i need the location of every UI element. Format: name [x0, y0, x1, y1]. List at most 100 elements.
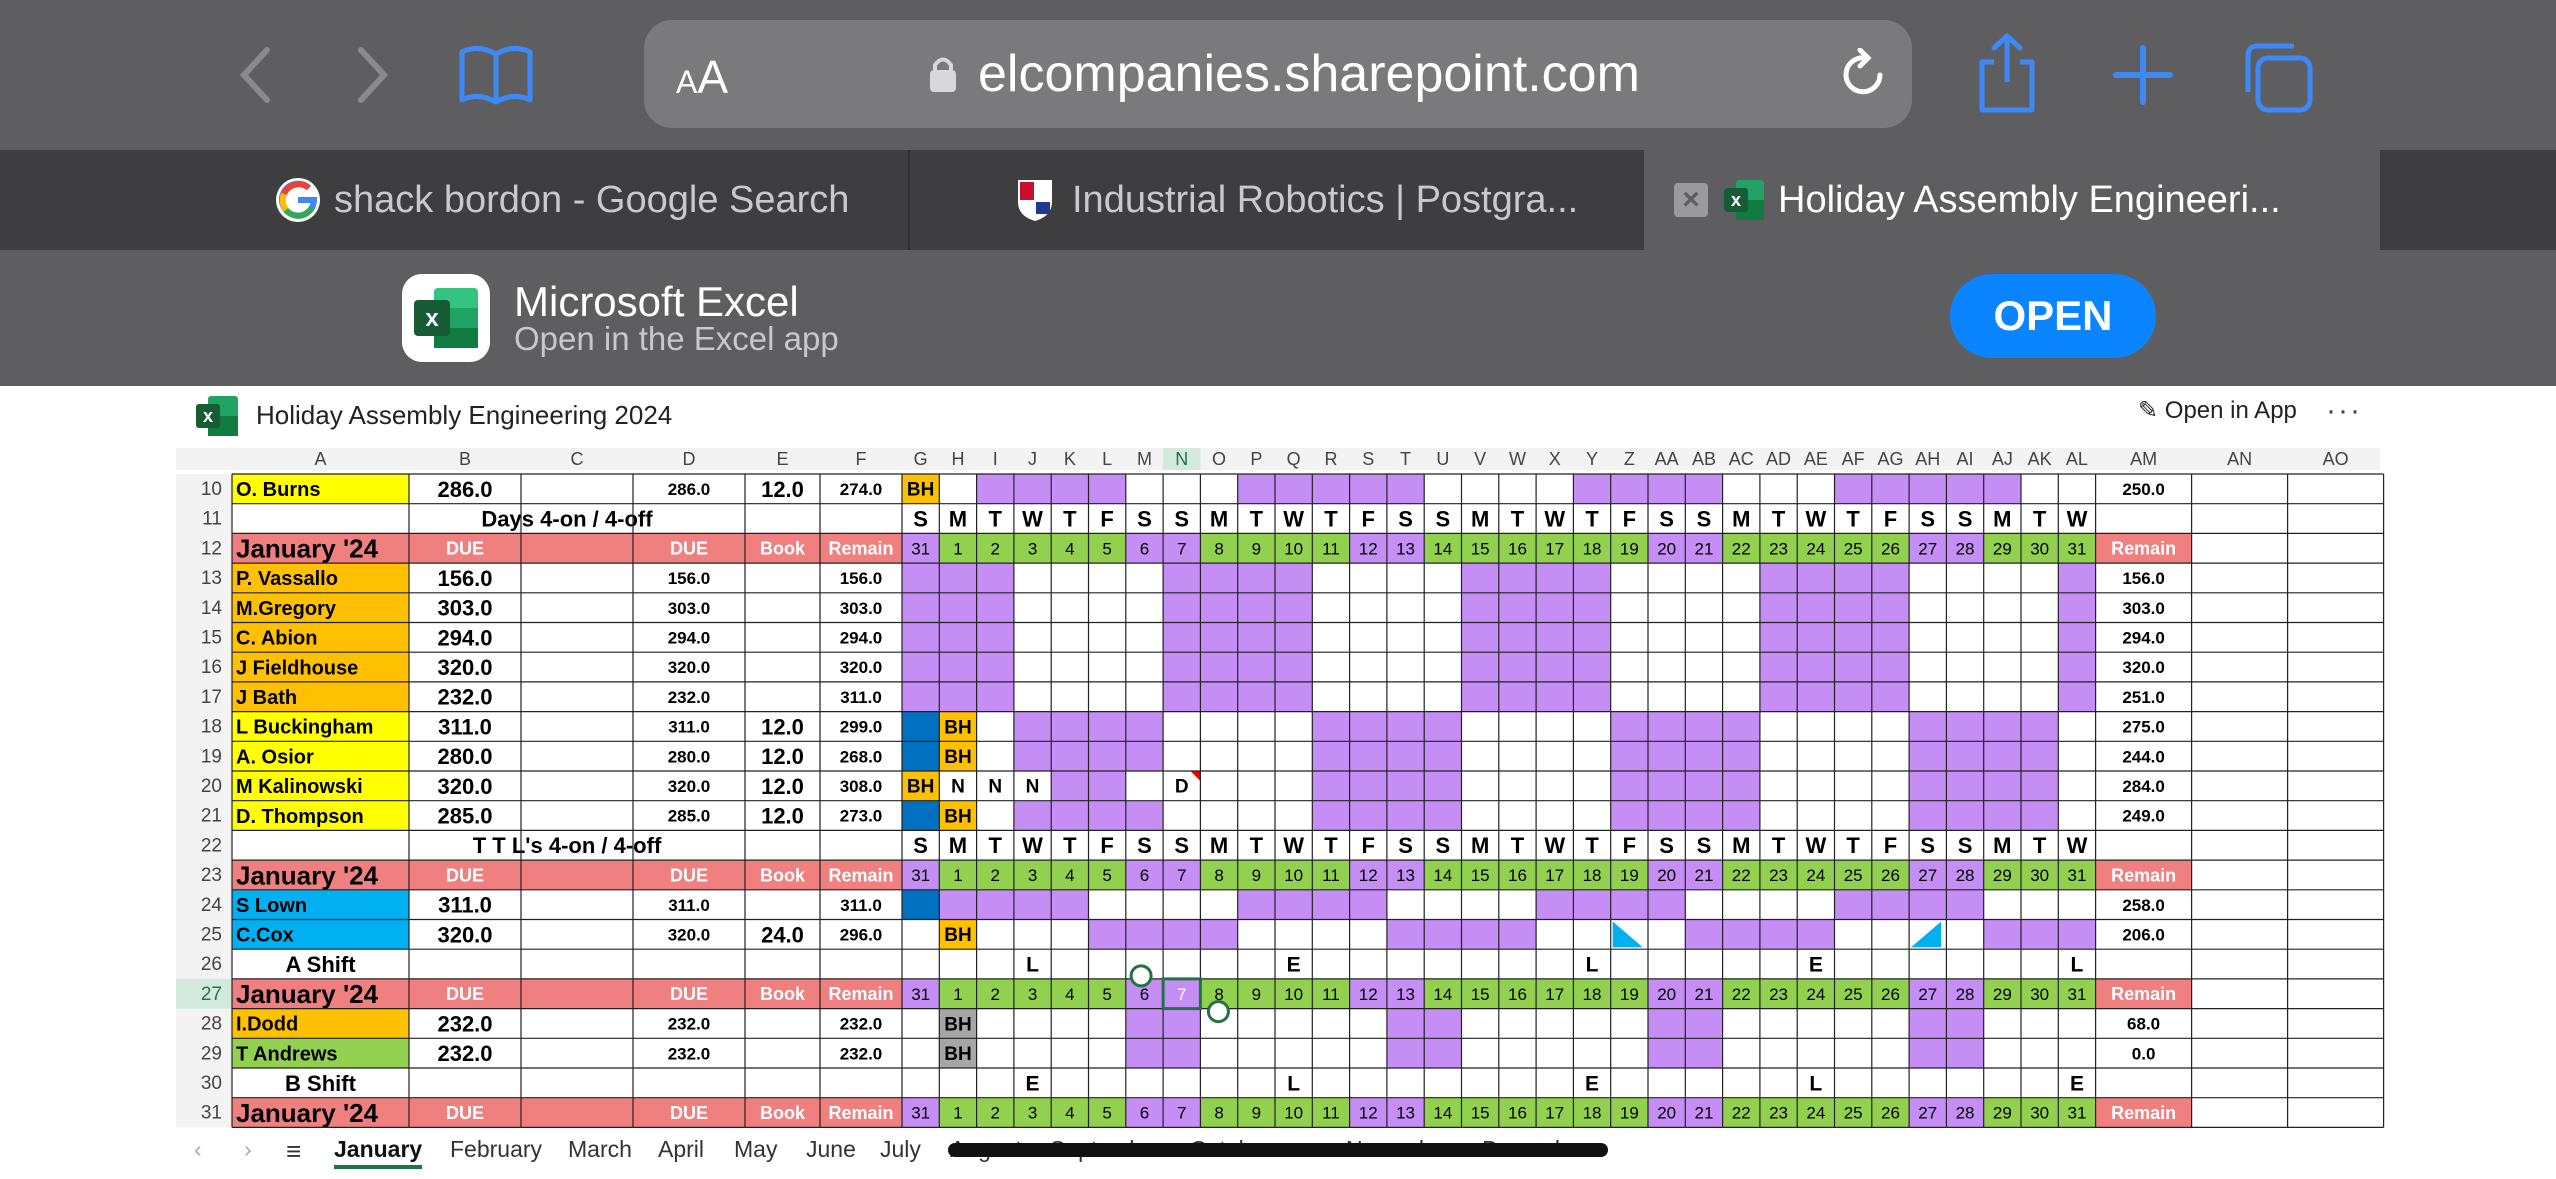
row-header-16[interactable]: 16 — [201, 657, 222, 678]
column-header-u[interactable]: U — [1436, 449, 1449, 469]
tab-google-search[interactable]: shack bordon - Google Search — [0, 150, 910, 250]
column-header-s[interactable]: S — [1362, 449, 1374, 469]
row-header-29[interactable]: 29 — [201, 1043, 222, 1064]
selected-cell[interactable] — [1161, 977, 1202, 1011]
column-header-t[interactable]: T — [1400, 449, 1411, 469]
sheet-tab-february[interactable]: February — [450, 1136, 543, 1162]
row-header-21[interactable]: 21 — [201, 806, 222, 827]
open-in-app-button[interactable]: ✎ Open in App — [2138, 397, 2297, 424]
column-header-ad[interactable]: AD — [1766, 449, 1791, 469]
row-header-23[interactable]: 23 — [201, 865, 222, 886]
tabs-overview-icon[interactable] — [2240, 40, 2316, 116]
row-header-14[interactable]: 14 — [201, 598, 223, 619]
address-bar[interactable]: AA elcompanies.sharepoint.com — [644, 20, 1912, 128]
column-header-g[interactable]: G — [914, 449, 928, 469]
sheet-tab-january[interactable]: January — [334, 1136, 423, 1169]
row-header-12[interactable]: 12 — [201, 538, 222, 559]
column-header-ab[interactable]: AB — [1692, 449, 1716, 469]
sheet-tab-april[interactable]: April — [658, 1136, 705, 1162]
row-header-19[interactable]: 19 — [201, 746, 222, 767]
column-header-q[interactable]: Q — [1287, 449, 1301, 469]
column-header-l[interactable]: L — [1102, 449, 1112, 469]
column-header-ak[interactable]: AK — [2028, 449, 2052, 469]
bookmarks-icon[interactable] — [456, 40, 536, 110]
open-app-button[interactable]: OPEN — [1950, 274, 2156, 358]
column-header-w[interactable]: W — [1509, 449, 1526, 469]
tab-holiday-assembly[interactable]: × x Holiday Assembly Engineeri... — [1644, 150, 2380, 250]
column-header-z[interactable]: Z — [1624, 449, 1635, 469]
column-header-ah[interactable]: AH — [1915, 449, 1940, 469]
day-number-cell — [1685, 860, 1723, 890]
column-header-b[interactable]: B — [459, 449, 471, 469]
column-header-am[interactable]: AM — [2130, 449, 2157, 469]
sheet-tab-july[interactable]: July — [880, 1136, 921, 1162]
scroll-left-icon[interactable]: ‹ — [194, 1136, 202, 1162]
column-header-m[interactable]: M — [1137, 449, 1152, 469]
sheet-tab-march[interactable]: March — [568, 1136, 632, 1162]
sheet-tab-may[interactable]: May — [734, 1136, 778, 1162]
day-number-cell — [1312, 978, 1350, 1009]
column-header-p[interactable]: P — [1250, 449, 1262, 469]
row-header-10[interactable]: 10 — [201, 479, 222, 500]
reload-icon[interactable] — [1836, 48, 1890, 102]
sheet-tab-june[interactable]: June — [806, 1136, 856, 1162]
column-header-al[interactable]: AL — [2066, 449, 2088, 469]
row-header-22[interactable]: 22 — [201, 835, 222, 856]
forward-icon[interactable] — [336, 40, 406, 110]
row-header-27[interactable]: 27 — [201, 984, 222, 1005]
column-header-ao[interactable]: AO — [2323, 449, 2349, 469]
column-header-r[interactable]: R — [1324, 449, 1337, 469]
row-header-31[interactable]: 31 — [201, 1103, 222, 1124]
scroll-right-icon[interactable]: › — [244, 1136, 252, 1162]
column-header-e[interactable]: E — [776, 449, 788, 469]
row-header-30[interactable]: 30 — [201, 1073, 222, 1094]
column-header-ai[interactable]: AI — [1957, 449, 1974, 469]
text-size-button[interactable]: AA — [676, 51, 729, 103]
leave-cell — [2058, 592, 2096, 623]
column-header-o[interactable]: O — [1212, 449, 1226, 469]
selection-handle[interactable] — [1206, 1000, 1230, 1024]
spreadsheet-grid[interactable]: A B C D E F G H I J K L M N O P Q R S T U V W X Y Z AA AB AC AD AE AF AG… — [0, 448, 2556, 1132]
weekday-letter: S — [1398, 833, 1413, 858]
column-header-a[interactable]: A — [314, 449, 326, 469]
sheet-list-icon[interactable]: ≡ — [286, 1136, 302, 1166]
column-header-i[interactable]: I — [993, 449, 998, 469]
day-number: 6 — [1140, 985, 1149, 1004]
column-header-ag[interactable]: AG — [1877, 449, 1903, 469]
column-header-c[interactable]: C — [571, 449, 584, 469]
more-options-icon[interactable]: ··· — [2326, 394, 2362, 427]
row-header-18[interactable]: 18 — [201, 717, 222, 738]
column-header-aj[interactable]: AJ — [1992, 449, 2013, 469]
weekday-letter: S — [1659, 506, 1674, 531]
column-header-an[interactable]: AN — [2227, 449, 2252, 469]
row-header-25[interactable]: 25 — [201, 925, 222, 946]
column-header-y[interactable]: Y — [1586, 449, 1598, 469]
column-header-h[interactable]: H — [951, 449, 964, 469]
column-header-k[interactable]: K — [1064, 449, 1076, 469]
column-header-af[interactable]: AF — [1842, 449, 1865, 469]
column-header-d[interactable]: D — [683, 449, 696, 469]
column-header-ac[interactable]: AC — [1729, 449, 1754, 469]
close-tab-icon[interactable]: × — [1674, 183, 1708, 217]
day-number-cell — [1759, 978, 1798, 1009]
new-tab-icon[interactable] — [2108, 40, 2178, 110]
row-header-26[interactable]: 26 — [201, 954, 222, 975]
column-header-x[interactable]: X — [1549, 449, 1561, 469]
column-header-v[interactable]: V — [1474, 449, 1486, 469]
tab-industrial-robotics[interactable]: Industrial Robotics | Postgra... — [912, 150, 1644, 250]
row-header-17[interactable]: 17 — [201, 687, 222, 708]
column-header-n[interactable]: N — [1175, 449, 1188, 469]
row-header-28[interactable]: 28 — [201, 1014, 222, 1035]
row-header-20[interactable]: 20 — [201, 776, 222, 797]
row-header-13[interactable]: 13 — [201, 568, 222, 589]
row-header-11[interactable]: 11 — [202, 509, 222, 530]
column-header-aa[interactable]: AA — [1655, 449, 1679, 469]
back-icon[interactable] — [222, 40, 292, 110]
row-header-15[interactable]: 15 — [201, 628, 222, 649]
share-icon[interactable] — [1972, 30, 2042, 114]
column-header-j[interactable]: J — [1028, 449, 1037, 469]
column-header-ae[interactable]: AE — [1804, 449, 1828, 469]
column-header-f[interactable]: F — [856, 449, 867, 469]
row-header-24[interactable]: 24 — [201, 895, 223, 916]
selection-handle[interactable] — [1129, 964, 1153, 988]
